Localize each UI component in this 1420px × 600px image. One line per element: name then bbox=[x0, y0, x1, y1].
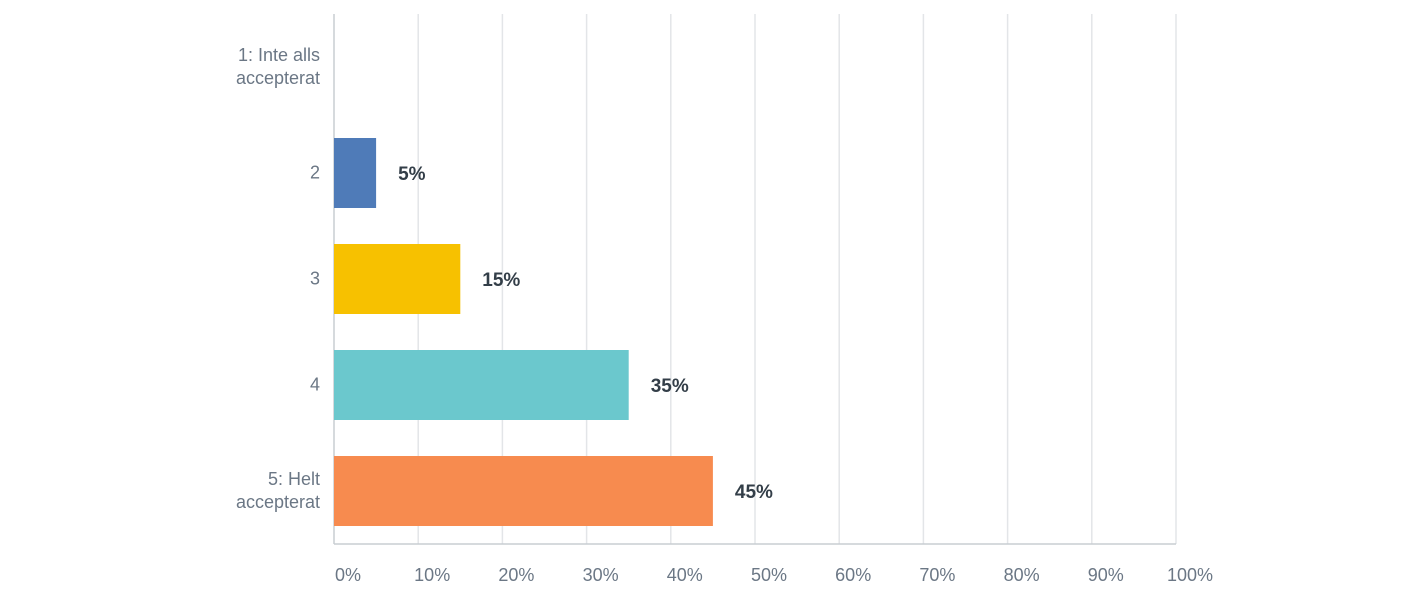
bar bbox=[334, 138, 377, 208]
x-tick-label: 100% bbox=[1167, 565, 1213, 585]
value-label: 35% bbox=[651, 376, 689, 397]
x-tick-label: 40% bbox=[667, 565, 703, 585]
x-tick-label: 10% bbox=[414, 565, 450, 585]
y-tick-label: 4 bbox=[309, 374, 320, 395]
x-tick-label: 60% bbox=[835, 565, 871, 585]
x-tick-label: 70% bbox=[919, 565, 955, 585]
x-tick-label: 30% bbox=[583, 565, 619, 585]
y-tick-label: 2 bbox=[309, 162, 320, 183]
y-tick-label: 3 bbox=[309, 268, 320, 289]
y-tick-label: 1: Inte alls accepterat bbox=[235, 45, 320, 88]
bar bbox=[334, 244, 461, 314]
value-label: 5% bbox=[398, 164, 426, 185]
x-tick-label: 90% bbox=[1088, 565, 1124, 585]
value-label: 45% bbox=[735, 482, 773, 503]
x-tick-label: 80% bbox=[1004, 565, 1040, 585]
x-tick-label: 50% bbox=[751, 565, 787, 585]
y-tick-label: 5: Helt accepterat bbox=[235, 469, 320, 512]
bar bbox=[334, 350, 629, 420]
x-tick-label: 20% bbox=[498, 565, 534, 585]
value-label: 15% bbox=[482, 270, 520, 291]
bar bbox=[334, 456, 713, 526]
x-tick-label: 0% bbox=[335, 565, 361, 585]
